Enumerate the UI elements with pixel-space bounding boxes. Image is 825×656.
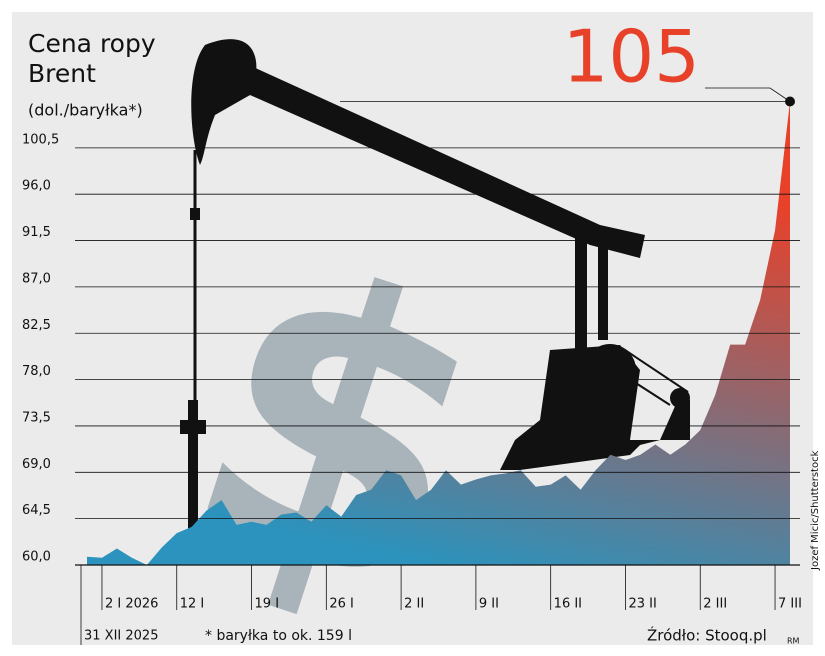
footnote: * baryłka to ok. 159 l [205, 628, 352, 644]
x-tick-label: 7 III [778, 597, 802, 612]
source: Źródło: Stooq.pl [647, 626, 767, 645]
peak-label: 105 [563, 15, 700, 99]
pitman-arm [598, 240, 608, 340]
crank [584, 344, 636, 396]
y-tick-label: 100,5 [22, 132, 59, 147]
y-tick-label: 96,0 [22, 179, 51, 194]
author: RM [787, 637, 800, 646]
y-tick-label: 78,0 [22, 364, 51, 379]
chart-subtitle: (dol./baryłka*) [28, 101, 143, 120]
peak-leader [705, 87, 791, 102]
x-tick-label: 16 II [554, 597, 582, 612]
clamp [190, 208, 200, 220]
photo-credit: Jozef Micic/Shutterstock [810, 450, 821, 571]
x-tick-label: 2 I 2026 [105, 597, 158, 612]
crank-link [599, 359, 671, 406]
y-tick-label: 64,5 [22, 503, 51, 518]
y-tick-label: 73,5 [22, 410, 51, 425]
wellhead [188, 400, 198, 530]
x-tick-label: 26 I [329, 597, 354, 612]
horse-head [191, 39, 257, 165]
x-tick-label: 19 I [255, 597, 280, 612]
y-tick-label: 60,0 [22, 550, 51, 565]
chart-title-1: Cena ropy [28, 29, 156, 58]
walking-beam [205, 45, 645, 258]
chart-title-2: Brent [28, 59, 96, 88]
gearbox [500, 345, 690, 470]
wellhead-flange [180, 420, 206, 434]
crank-link [624, 349, 689, 393]
counterweight [670, 388, 690, 408]
y-tick-label: 69,0 [22, 457, 51, 472]
y-tick-label: 87,0 [22, 271, 51, 286]
x-tick-label: 9 II [479, 597, 499, 612]
x-tick-label: 12 I [180, 597, 205, 612]
pitman-arm [575, 230, 587, 360]
y-tick-label: 91,5 [22, 225, 51, 240]
x-tick-label: 23 II [628, 597, 656, 612]
y-tick-label: 82,5 [22, 318, 51, 333]
x-tick-label: 31 XII 2025 [84, 629, 158, 644]
x-tick-label: 2 III [703, 597, 727, 612]
peak-dot [785, 96, 795, 107]
x-tick-label: 2 II [404, 597, 424, 612]
